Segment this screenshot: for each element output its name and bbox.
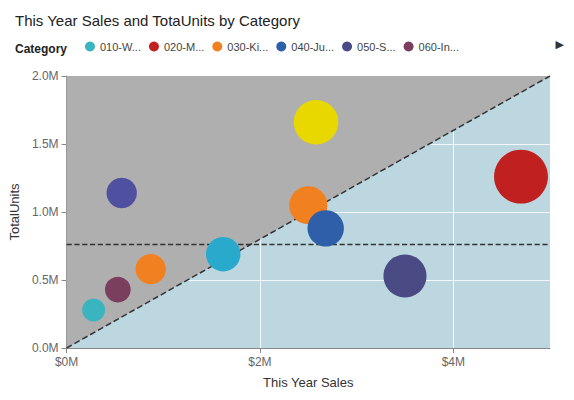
svg-text:2.0M: 2.0M: [32, 69, 59, 83]
svg-text:1.0M: 1.0M: [32, 205, 59, 219]
svg-text:040-Ju...: 040-Ju...: [291, 41, 334, 53]
svg-text:This Year Sales and TotaUnits: This Year Sales and TotaUnits by Categor…: [15, 12, 300, 29]
svg-text:▶: ▶: [556, 38, 565, 50]
svg-text:010-W...: 010-W...: [100, 41, 141, 53]
svg-text:This Year Sales: This Year Sales: [263, 375, 354, 390]
svg-text:020-M...: 020-M...: [164, 41, 204, 53]
svg-text:Category: Category: [15, 42, 67, 56]
svg-text:0.5M: 0.5M: [32, 273, 59, 287]
svg-text:1.5M: 1.5M: [32, 137, 59, 151]
svg-text:$2M: $2M: [248, 355, 271, 369]
svg-text:TotalUnits: TotalUnits: [7, 183, 22, 241]
svg-text:030-Ki...: 030-Ki...: [227, 41, 268, 53]
svg-text:$0M: $0M: [55, 355, 78, 369]
svg-text:060-In...: 060-In...: [419, 41, 459, 53]
svg-text:$4M: $4M: [442, 355, 465, 369]
svg-text:0.0M: 0.0M: [32, 341, 59, 355]
svg-text:050-S...: 050-S...: [357, 41, 396, 53]
